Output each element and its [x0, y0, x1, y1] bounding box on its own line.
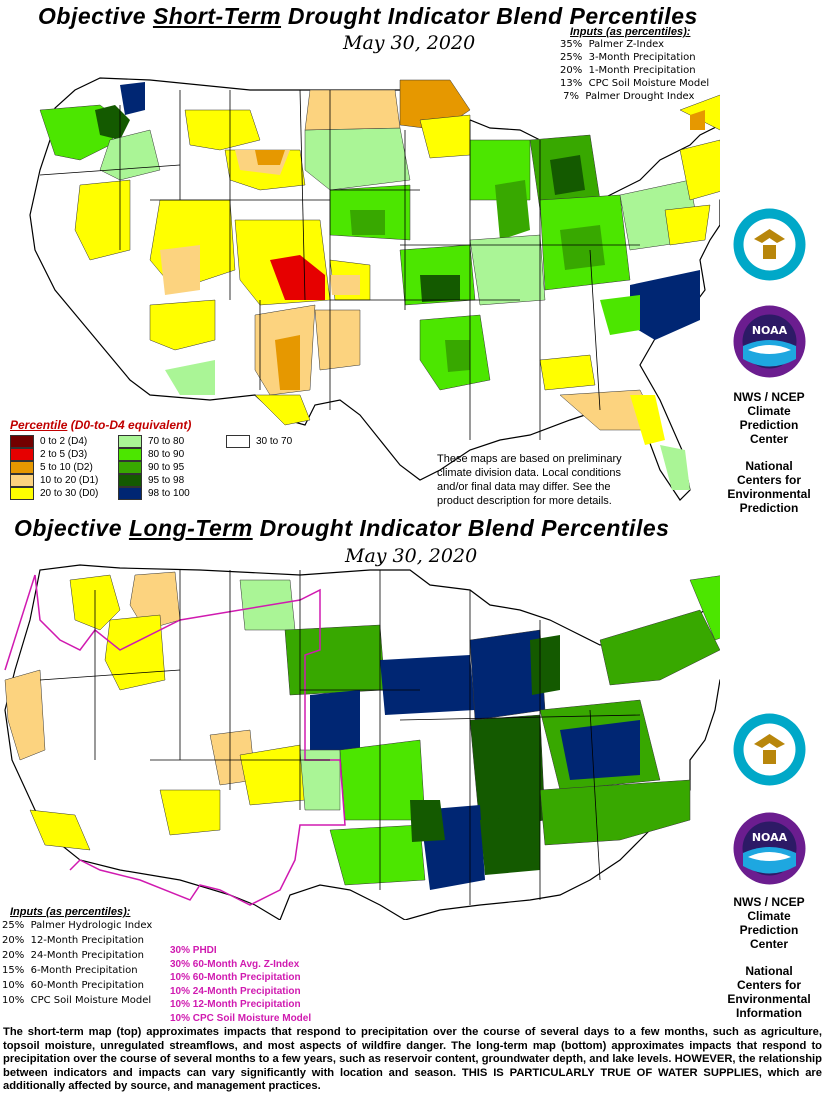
legend-item: 0 to 2 (D4)	[10, 435, 110, 448]
bottom-agency-text: NWS / NCEP Climate Prediction Center Nat…	[727, 895, 811, 1020]
legend-label: 20 to 30 (D0)	[40, 488, 99, 499]
legend-swatch	[118, 435, 142, 448]
legend-swatch	[10, 448, 34, 461]
noaa-logo-icon: NOAA	[732, 304, 807, 379]
bottom-map-title: Objective Long-Term Drought Indicator Bl…	[14, 515, 670, 541]
legend-item: 90 to 95	[118, 461, 218, 474]
bottom-inputs-item: 10% 60-Month Precipitation	[2, 980, 144, 991]
commerce-seal-icon	[732, 712, 807, 787]
legend-swatch	[118, 487, 142, 500]
legend-label: 90 to 95	[148, 462, 185, 473]
long-term-drought-map	[4, 564, 720, 920]
bottom-inputs-item: 15% 6-Month Precipitation	[2, 965, 138, 976]
legend-swatch	[118, 474, 142, 487]
legend-swatch	[10, 461, 34, 474]
legend-swatch	[226, 435, 250, 448]
top-inputs-item: 7% Palmer Drought Index	[560, 91, 695, 102]
top-map-date: May 30, 2020	[343, 32, 476, 54]
top-inputs-item: 13% CPC Soil Moisture Model	[560, 78, 710, 89]
footer-description: The short-term map (top) approximates im…	[3, 1026, 822, 1092]
legend-label: 30 to 70	[256, 436, 293, 447]
bottom-west_inputs-item: 10% CPC Soil Moisture Model	[170, 1012, 312, 1024]
legend-label: 95 to 98	[148, 475, 185, 486]
west-region-boundary	[34, 574, 346, 906]
legend-item: 70 to 80	[118, 435, 218, 448]
bottom-inputs-list: 25% Palmer Hydrologic Index 20% 12-Month …	[2, 918, 152, 1008]
legend-label: 10 to 20 (D1)	[40, 475, 99, 486]
legend-label: 0 to 2 (D4)	[40, 436, 88, 447]
bottom-west_inputs-item: 10% 24-Month Precipitation	[170, 985, 301, 997]
top-agency-text: NWS / NCEP Climate Prediction Center Nat…	[727, 390, 811, 515]
legend-label: 80 to 90	[148, 449, 185, 460]
top-inputs-item: 20% 1-Month Precipitation	[560, 65, 696, 76]
legend-item: 80 to 90	[118, 448, 218, 461]
legend-columns: 0 to 2 (D4) 2 to 5 (D3) 5 to 10 (D2) 10 to …	[10, 435, 306, 500]
bottom-west_inputs-item: 10% 12-Month Precipitation	[170, 999, 301, 1010]
bottom-inputs-item: 10% CPC Soil Moisture Model	[2, 995, 152, 1006]
bottom-west_inputs-item: 30% 60-Month Avg. Z-Index	[170, 958, 300, 970]
bottom-inputs-header: Inputs (as percentiles):	[10, 906, 131, 918]
legend-item: 10 to 20 (D1)	[10, 474, 110, 487]
legend-item: 20 to 30 (D0)	[10, 487, 110, 500]
legend-label: 70 to 80	[148, 436, 185, 447]
top-inputs-list: 35% Palmer Z-Index 25% 3-Month Precipitat…	[560, 38, 709, 103]
top-legend: Percentile (D0-to-D4 equivalent) 0 to 2 …	[10, 418, 306, 500]
legend-swatch	[118, 461, 142, 474]
legend-swatch	[10, 474, 34, 487]
bottom-inputs-item: 25% Palmer Hydrologic Index	[2, 920, 153, 931]
top-inputs-item: 35% Palmer Z-Index	[560, 39, 665, 50]
legend-item: 2 to 5 (D3)	[10, 448, 110, 461]
legend-item: 98 to 100	[118, 487, 218, 500]
legend-swatch	[118, 448, 142, 461]
short-term-drought-map	[29, 77, 720, 501]
svg-text:NOAA: NOAA	[752, 324, 788, 337]
legend-column: 70 to 80 80 to 90 90 to 95 95 to 98 98 to 10…	[118, 435, 218, 500]
legend-title: Percentile (D0-to-D4 equivalent)	[10, 418, 192, 432]
top-map-title: Objective Short-Term Drought Indicator B…	[38, 3, 698, 29]
bottom-inputs-panel: Inputs (as percentiles): 25% Palmer Hydr…	[2, 906, 152, 1008]
west-inputs-list: 30% PHDI 30% 60-Month Avg. Z-Index 10% 60-…	[170, 944, 311, 1025]
legend-label: 2 to 5 (D3)	[40, 449, 88, 460]
top-inputs-item: 25% 3-Month Precipitation	[560, 52, 696, 63]
commerce-seal-icon	[732, 207, 807, 282]
noaa-logo-icon: NOAA	[732, 811, 807, 886]
legend-item: 95 to 98	[118, 474, 218, 487]
svg-text:NOAA: NOAA	[752, 831, 788, 844]
legend-item: 30 to 70	[226, 435, 306, 448]
legend-swatch	[10, 487, 34, 500]
bottom-west_inputs-item: 10% 60-Month Precipitation	[170, 972, 301, 983]
legend-swatch	[10, 435, 34, 448]
legend-column: 0 to 2 (D4) 2 to 5 (D3) 5 to 10 (D2) 10 to …	[10, 435, 110, 500]
top-inputs-header: Inputs (as percentiles):	[570, 26, 691, 38]
bottom-map-date: May 30, 2020	[345, 545, 478, 567]
preliminary-data-note: These maps are based on preliminary clim…	[437, 453, 622, 507]
legend-label: 5 to 10 (D2)	[40, 462, 93, 473]
bottom-inputs-item: 20% 24-Month Precipitation	[2, 950, 144, 961]
legend-label: 98 to 100	[148, 488, 190, 499]
bottom-west_inputs-item: 30% PHDI	[170, 945, 217, 956]
legend-item: 5 to 10 (D2)	[10, 461, 110, 474]
bottom-inputs-item: 20% 12-Month Precipitation	[2, 935, 144, 946]
top-inputs-panel: Inputs (as percentiles): 35% Palmer Z-In…	[560, 26, 709, 103]
legend-column: 30 to 70	[226, 435, 306, 500]
